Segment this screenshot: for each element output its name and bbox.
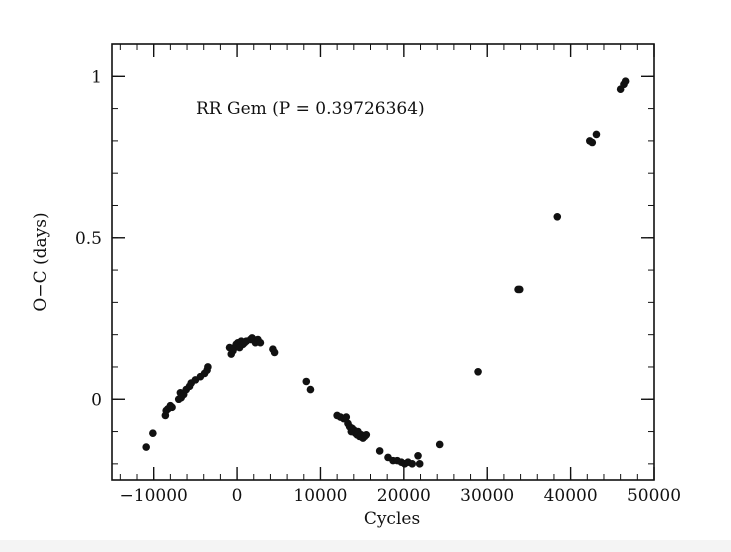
data-point: [588, 138, 597, 147]
x-tick-label: 20000: [377, 486, 431, 506]
data-point: [256, 338, 265, 347]
data-point: [375, 447, 384, 455]
data-point: [414, 451, 422, 460]
chart-annotation: RR Gem (P = 0.39726364): [196, 99, 425, 119]
data-point: [474, 368, 482, 376]
x-tick-label: 40000: [544, 486, 598, 506]
data-point: [592, 130, 601, 139]
y-tick-label: 1: [91, 67, 102, 87]
data-point: [415, 460, 424, 468]
x-tick-label: 50000: [627, 486, 681, 506]
y-tick-label: 0: [91, 390, 102, 410]
data-point: [204, 363, 212, 371]
data-point: [362, 430, 371, 439]
data-point: [302, 377, 311, 386]
y-axis-label: O−C (days): [31, 212, 51, 311]
data-point: [142, 443, 150, 451]
plot-frame: [111, 43, 655, 481]
data-points: [142, 77, 630, 468]
major-ticks: [112, 44, 655, 480]
data-point: [342, 413, 351, 421]
footer-strip: [0, 540, 731, 552]
data-point: [168, 403, 176, 412]
data-point: [306, 385, 315, 394]
x-tick-label: −10000: [120, 486, 188, 506]
x-tick-label: 30000: [460, 486, 514, 506]
data-point: [553, 212, 562, 221]
x-axis-label: Cycles: [364, 509, 420, 529]
data-point: [408, 460, 416, 468]
x-tick-labels: −10000 0 10000 20000 30000 40000 50000: [120, 486, 682, 506]
y-tick-label: 0.5: [75, 229, 102, 249]
x-tick-label: 0: [232, 486, 243, 506]
data-point: [270, 348, 279, 357]
y-tick-labels: 00.51: [75, 67, 102, 410]
data-point: [515, 285, 524, 294]
x-tick-label: 10000: [293, 486, 347, 506]
data-point: [435, 440, 444, 449]
data-point: [149, 429, 157, 437]
data-point: [621, 77, 630, 85]
